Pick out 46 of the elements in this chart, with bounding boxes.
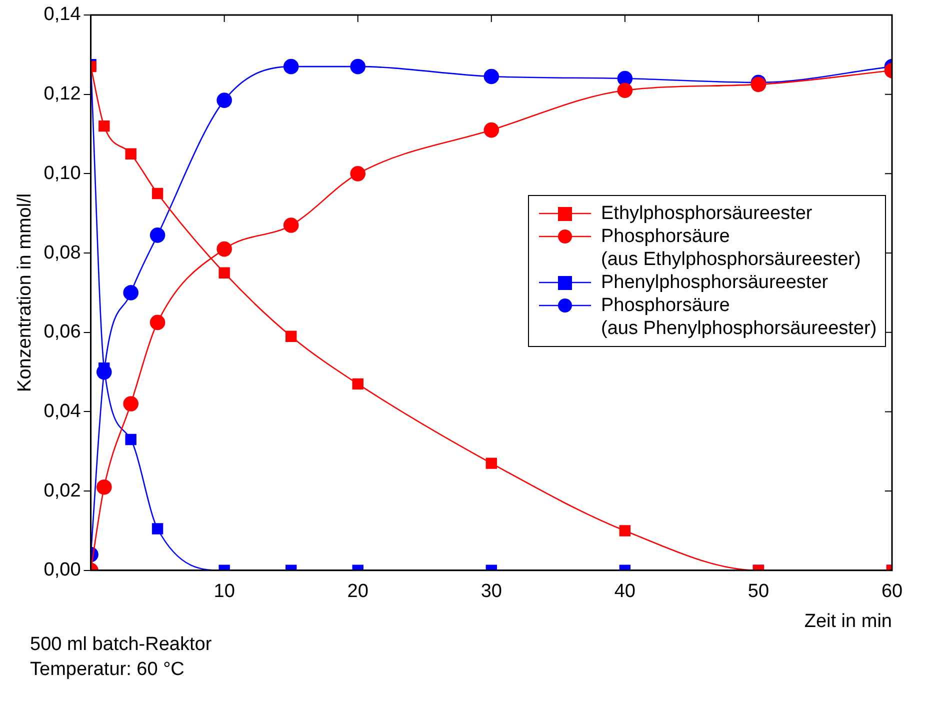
legend-label: Ethylphosphorsäureester: [601, 202, 812, 225]
text: 500 ml batch-Reaktor: [30, 633, 212, 657]
point: [125, 434, 136, 446]
point: [98, 120, 110, 132]
point: [150, 314, 166, 330]
y-tick-label: 0,00: [44, 560, 81, 581]
legend-label: Phosphorsäure (aus Ethylphosphorsäureester): [601, 225, 861, 271]
point: [352, 378, 364, 390]
legend-label: Phosphorsäure (aus Phenylphosphorsäureester): [601, 294, 877, 340]
point: [283, 218, 299, 233]
point: [216, 241, 232, 257]
x-tick-label: 30: [480, 581, 502, 602]
x-axis-title: Zeit in min: [804, 610, 892, 632]
point: [617, 82, 633, 98]
point: [150, 228, 166, 243]
point: [123, 396, 138, 412]
y-tick-label: 0,06: [44, 322, 81, 343]
y-tick-label: 0,08: [44, 242, 81, 264]
point: [152, 523, 164, 534]
point: [619, 525, 631, 536]
x-tick-label: 50: [748, 581, 770, 602]
text: Temperatur: 60 °C: [30, 658, 186, 682]
point: [152, 188, 164, 200]
y-axis-title: Konzentration in mmol/l: [14, 193, 36, 392]
point: [484, 122, 500, 138]
x-tick-label: 10: [214, 581, 235, 602]
y-tick-label: 0,10: [44, 162, 81, 184]
x-tick-label: 20: [347, 581, 368, 602]
point: [285, 330, 297, 342]
point: [96, 479, 112, 495]
point: [350, 166, 366, 182]
point: [216, 92, 232, 108]
x-tick-label: 60: [881, 581, 903, 602]
point: [486, 458, 497, 469]
point: [218, 267, 230, 278]
y-tick-label: 0,04: [44, 400, 82, 422]
point: [283, 58, 299, 74]
x-tick-label: 40: [614, 581, 636, 602]
point: [484, 68, 500, 84]
point: [350, 58, 366, 74]
legend-label: Phenylphosphorsäureester: [601, 271, 828, 294]
y-tick-label: 0,14: [44, 4, 82, 26]
y-tick-label: 0,12: [44, 84, 81, 105]
point: [123, 285, 138, 300]
point: [125, 148, 136, 160]
y-tick-label: 0,02: [44, 480, 81, 502]
